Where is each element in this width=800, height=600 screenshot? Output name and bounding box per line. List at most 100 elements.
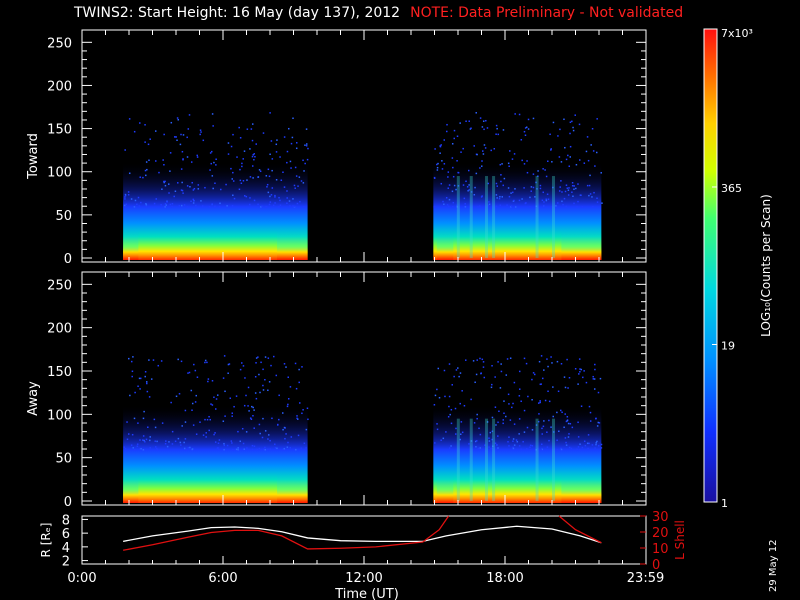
heatmap-speckle [461,390,463,392]
heatmap-speckle [184,421,187,423]
heatmap-speckle [518,445,521,447]
heatmap-speckle [164,442,167,445]
heatmap-speckle [566,187,569,189]
heatmap-speckle [600,172,602,174]
heatmap-speckle [459,433,462,436]
heatmap-speckle [453,375,455,378]
heatmap-speckle [521,198,523,200]
heatmap-speckle [175,395,178,398]
heatmap-speckle [459,438,461,441]
heatmap-speckle [274,202,276,204]
heatmap-speckle [241,427,244,430]
heatmap-speckle [495,124,498,127]
left-tick-label: 2 [62,555,70,570]
heatmap-speckle [537,175,539,177]
heatmap-speckle [544,399,547,402]
heatmap-speckle [564,146,566,149]
heatmap-speckle [306,158,309,161]
heatmap-speckle [245,394,247,397]
heatmap-speckle [583,162,586,164]
heatmap-speckle [500,363,502,365]
heatmap-speckle [224,390,226,393]
heatmap-speckle [225,183,227,186]
heatmap-speckle [585,150,588,153]
right-tick-label: 20 [652,526,669,541]
heatmap-speckle [188,114,191,116]
heatmap-speckle [224,415,226,417]
heatmap-speckle [445,431,447,433]
heatmap-speckle [270,140,273,142]
heatmap-speckle [508,445,510,447]
bright-band-1 [277,436,308,503]
heatmap-speckle [569,145,572,148]
heatmap-speckle [484,147,487,149]
heatmap-speckle [191,402,194,405]
toward-panel: 0 50 100 150 200 250 Toward [26,29,647,267]
heatmap-speckle [192,198,195,201]
heatmap-speckle [132,356,134,358]
heatmap-speckle [232,194,234,197]
heatmap-speckle [574,368,577,370]
chart-title: TWINS2: Start Height: 16 May (day 137), … [74,5,683,21]
heatmap-speckle [142,435,145,437]
heatmap-speckle [571,182,574,184]
heatmap-speckle [204,186,206,189]
heatmap-speckle [594,165,596,167]
heatmap-speckle [264,430,267,432]
heatmap-speckle [261,436,264,439]
heatmap-speckle [171,203,174,205]
heatmap-speckle [512,446,514,449]
heatmap-speckle [483,128,485,131]
heatmap-speckle [168,192,170,194]
heatmap-speckle [574,114,576,116]
heatmap-speckle [596,425,599,427]
heatmap-speckle [194,369,197,372]
heatmap-speckle [451,384,453,386]
heatmap-speckle [202,139,205,142]
heatmap-speckle [434,442,436,444]
heatmap-speckle [441,160,443,162]
heatmap-speckle [214,408,217,410]
heatmap-speckle [290,167,292,169]
heatmap-speckle [559,128,561,131]
heatmap-speckle [512,402,514,405]
heatmap-speckle [546,193,549,196]
left-tick-label: 8 [62,513,70,528]
heatmap-speckle [433,404,436,406]
heatmap-speckle [532,372,535,374]
heatmap-speckle [270,364,272,367]
heatmap-speckle [138,205,141,207]
heatmap-speckle [537,448,539,450]
heatmap-speckle [226,444,229,447]
heatmap-speckle [523,357,526,360]
title-note: NOTE: Data Preliminary - Not validated [410,5,684,21]
heatmap-speckle [564,413,566,415]
heatmap-speckle [192,202,195,204]
heatmap-speckle [484,444,486,446]
heatmap-speckle [296,415,298,417]
x-tick-label: 6:00 [208,571,237,586]
heatmap-speckle [588,184,591,187]
heatmap-speckle [269,195,271,198]
heatmap-speckle [153,202,156,205]
heatmap-speckle [490,386,493,389]
heatmap-speckle [577,421,579,424]
heatmap-speckle [579,368,581,370]
heatmap-speckle [558,156,561,158]
heatmap-speckle [439,145,441,147]
heatmap-speckle [502,419,504,421]
heatmap-speckle [511,191,514,194]
heatmap-speckle [148,359,150,361]
heatmap-speckle [253,199,256,202]
heatmap-speckle [523,431,526,433]
heatmap-speckle [469,128,472,130]
heatmap-speckle [476,417,478,420]
heatmap-speckle [580,368,583,371]
heatmap-speckle [509,150,511,152]
heatmap-speckle [196,156,199,158]
heatmap-speckle [579,371,581,373]
x-tick-label: 12:00 [345,571,382,586]
heatmap-speckle [215,164,217,166]
heatmap-speckle [219,202,221,205]
heatmap-speckle [460,151,462,153]
